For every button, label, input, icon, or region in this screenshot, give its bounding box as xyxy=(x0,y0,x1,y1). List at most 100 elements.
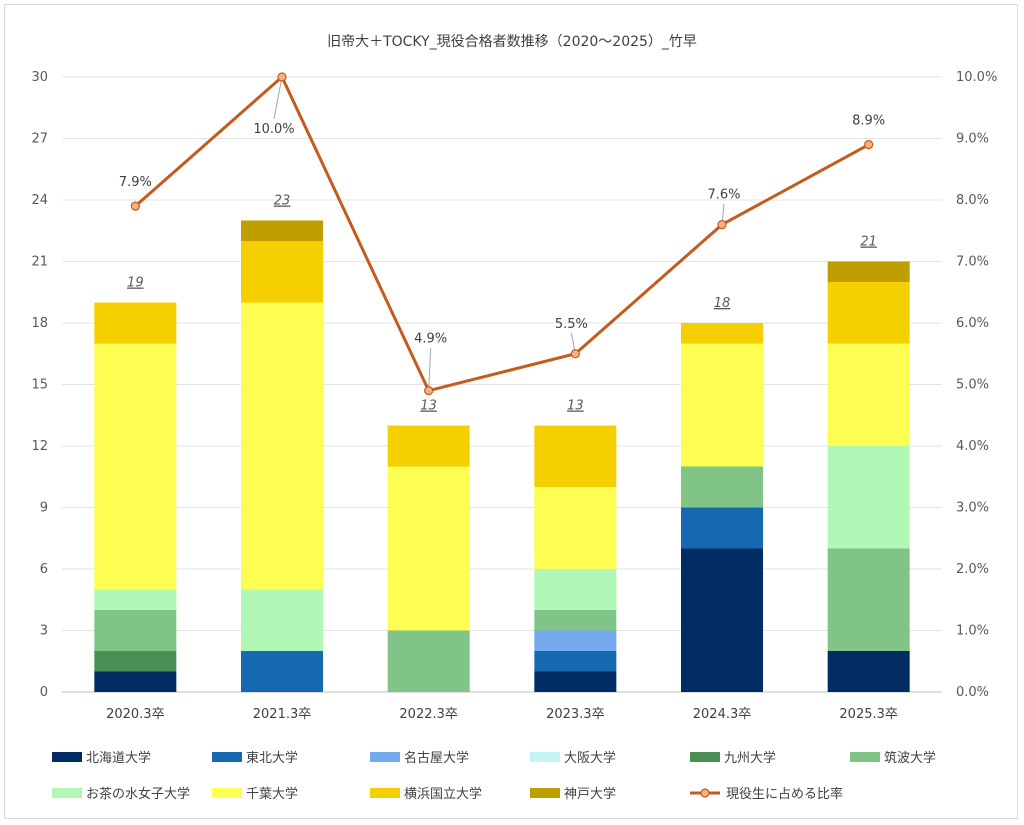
bar-segment xyxy=(681,507,763,549)
bar-segment xyxy=(241,302,323,590)
right-tick-label: 8.0% xyxy=(956,193,989,208)
label-leader-line xyxy=(428,347,432,391)
legend-swatch xyxy=(690,752,720,762)
right-tick-label: 0.0% xyxy=(956,685,989,700)
category-label: 2021.3卒 xyxy=(253,707,312,722)
bar-segment xyxy=(534,569,617,610)
legend-swatch xyxy=(212,788,242,798)
bar-segment xyxy=(241,651,323,692)
bar-segment xyxy=(241,220,323,241)
ratio-marker xyxy=(130,201,140,211)
legend-label: 現役生に占める比率 xyxy=(726,786,843,802)
bar-total-label: 23 xyxy=(274,194,291,209)
ratio-marker xyxy=(424,386,434,396)
ratio-data-label: 5.5% xyxy=(555,317,588,332)
bar-totals: 19 23 13 13 18 21 xyxy=(127,194,877,414)
right-tick-label: 2.0% xyxy=(956,562,989,577)
bar-segment xyxy=(387,630,470,692)
bar-total-label: 19 xyxy=(127,276,144,291)
bar-segment xyxy=(827,446,910,549)
bar-segment xyxy=(681,466,763,508)
left-axis-ticks: 0 3 6 9 12 15 18 21 24 27 30 xyxy=(31,70,48,700)
category-label: 2024.3卒 xyxy=(693,707,752,722)
bar-segment xyxy=(681,548,763,692)
ratio-marker xyxy=(570,349,580,359)
label-leader-line xyxy=(273,76,283,120)
legend-label: お茶の水女子大学 xyxy=(86,786,190,802)
left-tick-label: 3 xyxy=(40,624,48,639)
bar-segment xyxy=(534,610,617,631)
legend-label: 千葉大学 xyxy=(246,786,298,802)
legend-marker xyxy=(700,788,710,798)
left-tick-label: 15 xyxy=(31,378,48,393)
bar-segment xyxy=(241,589,323,651)
bar-total-label: 21 xyxy=(860,235,877,250)
legend-label: 名古屋大学 xyxy=(404,750,469,766)
ratio-line: 7.9% 10.0% 4.9% 5.5% 7.6% 8.9% xyxy=(119,72,885,396)
gridlines xyxy=(62,76,942,693)
bar-total-label: 13 xyxy=(567,399,584,414)
legend-swatch xyxy=(52,788,82,798)
ratio-marker xyxy=(717,220,727,230)
category-label: 2022.3卒 xyxy=(399,707,458,722)
bar-segment xyxy=(681,343,763,467)
legend-label: 横浜国立大学 xyxy=(404,786,482,802)
bar-segment xyxy=(534,425,617,487)
bar-total-label: 18 xyxy=(714,296,731,311)
left-tick-label: 12 xyxy=(31,439,48,454)
left-tick-label: 18 xyxy=(31,316,48,331)
bar-segment xyxy=(534,671,617,692)
bar-segment xyxy=(681,323,763,344)
ratio-data-label: 7.9% xyxy=(119,175,152,190)
right-tick-label: 10.0% xyxy=(956,70,997,85)
bar-segment xyxy=(94,343,177,590)
right-axis-ticks: 0.0% 1.0% 2.0% 3.0% 4.0% 5.0% 6.0% 7.0% 8.0% 9.0%… xyxy=(956,70,997,700)
bar-segment xyxy=(827,651,910,692)
ratio-marker xyxy=(864,140,874,150)
bar-segment xyxy=(94,671,177,692)
right-tick-label: 9.0% xyxy=(956,132,989,147)
bar-segment xyxy=(534,487,617,569)
bar-segment xyxy=(827,343,910,446)
ratio-line-path xyxy=(134,74,870,393)
right-tick-label: 3.0% xyxy=(956,501,989,516)
ratio-marker xyxy=(277,72,287,82)
ratio-data-label: 4.9% xyxy=(414,332,447,347)
ratio-data-label: 8.9% xyxy=(852,114,885,129)
bars xyxy=(94,220,910,692)
legend-swatch xyxy=(530,752,560,762)
legend-label: 東北大学 xyxy=(246,750,298,766)
bar-segment xyxy=(827,282,910,344)
bar-segment xyxy=(387,466,470,631)
legend-label: 北海道大学 xyxy=(86,750,151,766)
right-tick-label: 5.0% xyxy=(956,378,989,393)
left-tick-label: 21 xyxy=(31,255,48,270)
ratio-data-label: 7.6% xyxy=(707,188,740,203)
bar-segment xyxy=(534,651,617,672)
bar-segment xyxy=(94,589,177,610)
right-tick-label: 1.0% xyxy=(956,624,989,639)
bar-total-label: 13 xyxy=(420,399,437,414)
category-label: 2020.3卒 xyxy=(106,707,165,722)
category-label: 2023.3卒 xyxy=(546,707,605,722)
bar-segment xyxy=(534,630,617,651)
bar-segment xyxy=(94,651,177,672)
category-labels: 2020.3卒 2021.3卒 2022.3卒 2023.3卒 2024.3卒 2025.… xyxy=(106,707,898,722)
bar-segment xyxy=(94,610,177,651)
legend-label: 筑波大学 xyxy=(884,750,936,766)
legend-swatch xyxy=(212,752,242,762)
chart-title: 旧帝大＋TOCKY_現役合格者数推移（2020～2025）_竹早 xyxy=(327,34,697,50)
bar-segment xyxy=(94,302,177,344)
right-tick-label: 4.0% xyxy=(956,439,989,454)
right-tick-label: 7.0% xyxy=(956,255,989,270)
legend-label: 大阪大学 xyxy=(564,750,616,766)
left-tick-label: 9 xyxy=(40,501,48,516)
ratio-data-label: 10.0% xyxy=(253,122,294,137)
left-tick-label: 27 xyxy=(31,132,48,147)
legend-swatch xyxy=(370,752,400,762)
legend-label: 九州大学 xyxy=(724,750,776,766)
left-tick-label: 24 xyxy=(31,193,48,208)
legend-label: 神戸大学 xyxy=(564,786,616,802)
